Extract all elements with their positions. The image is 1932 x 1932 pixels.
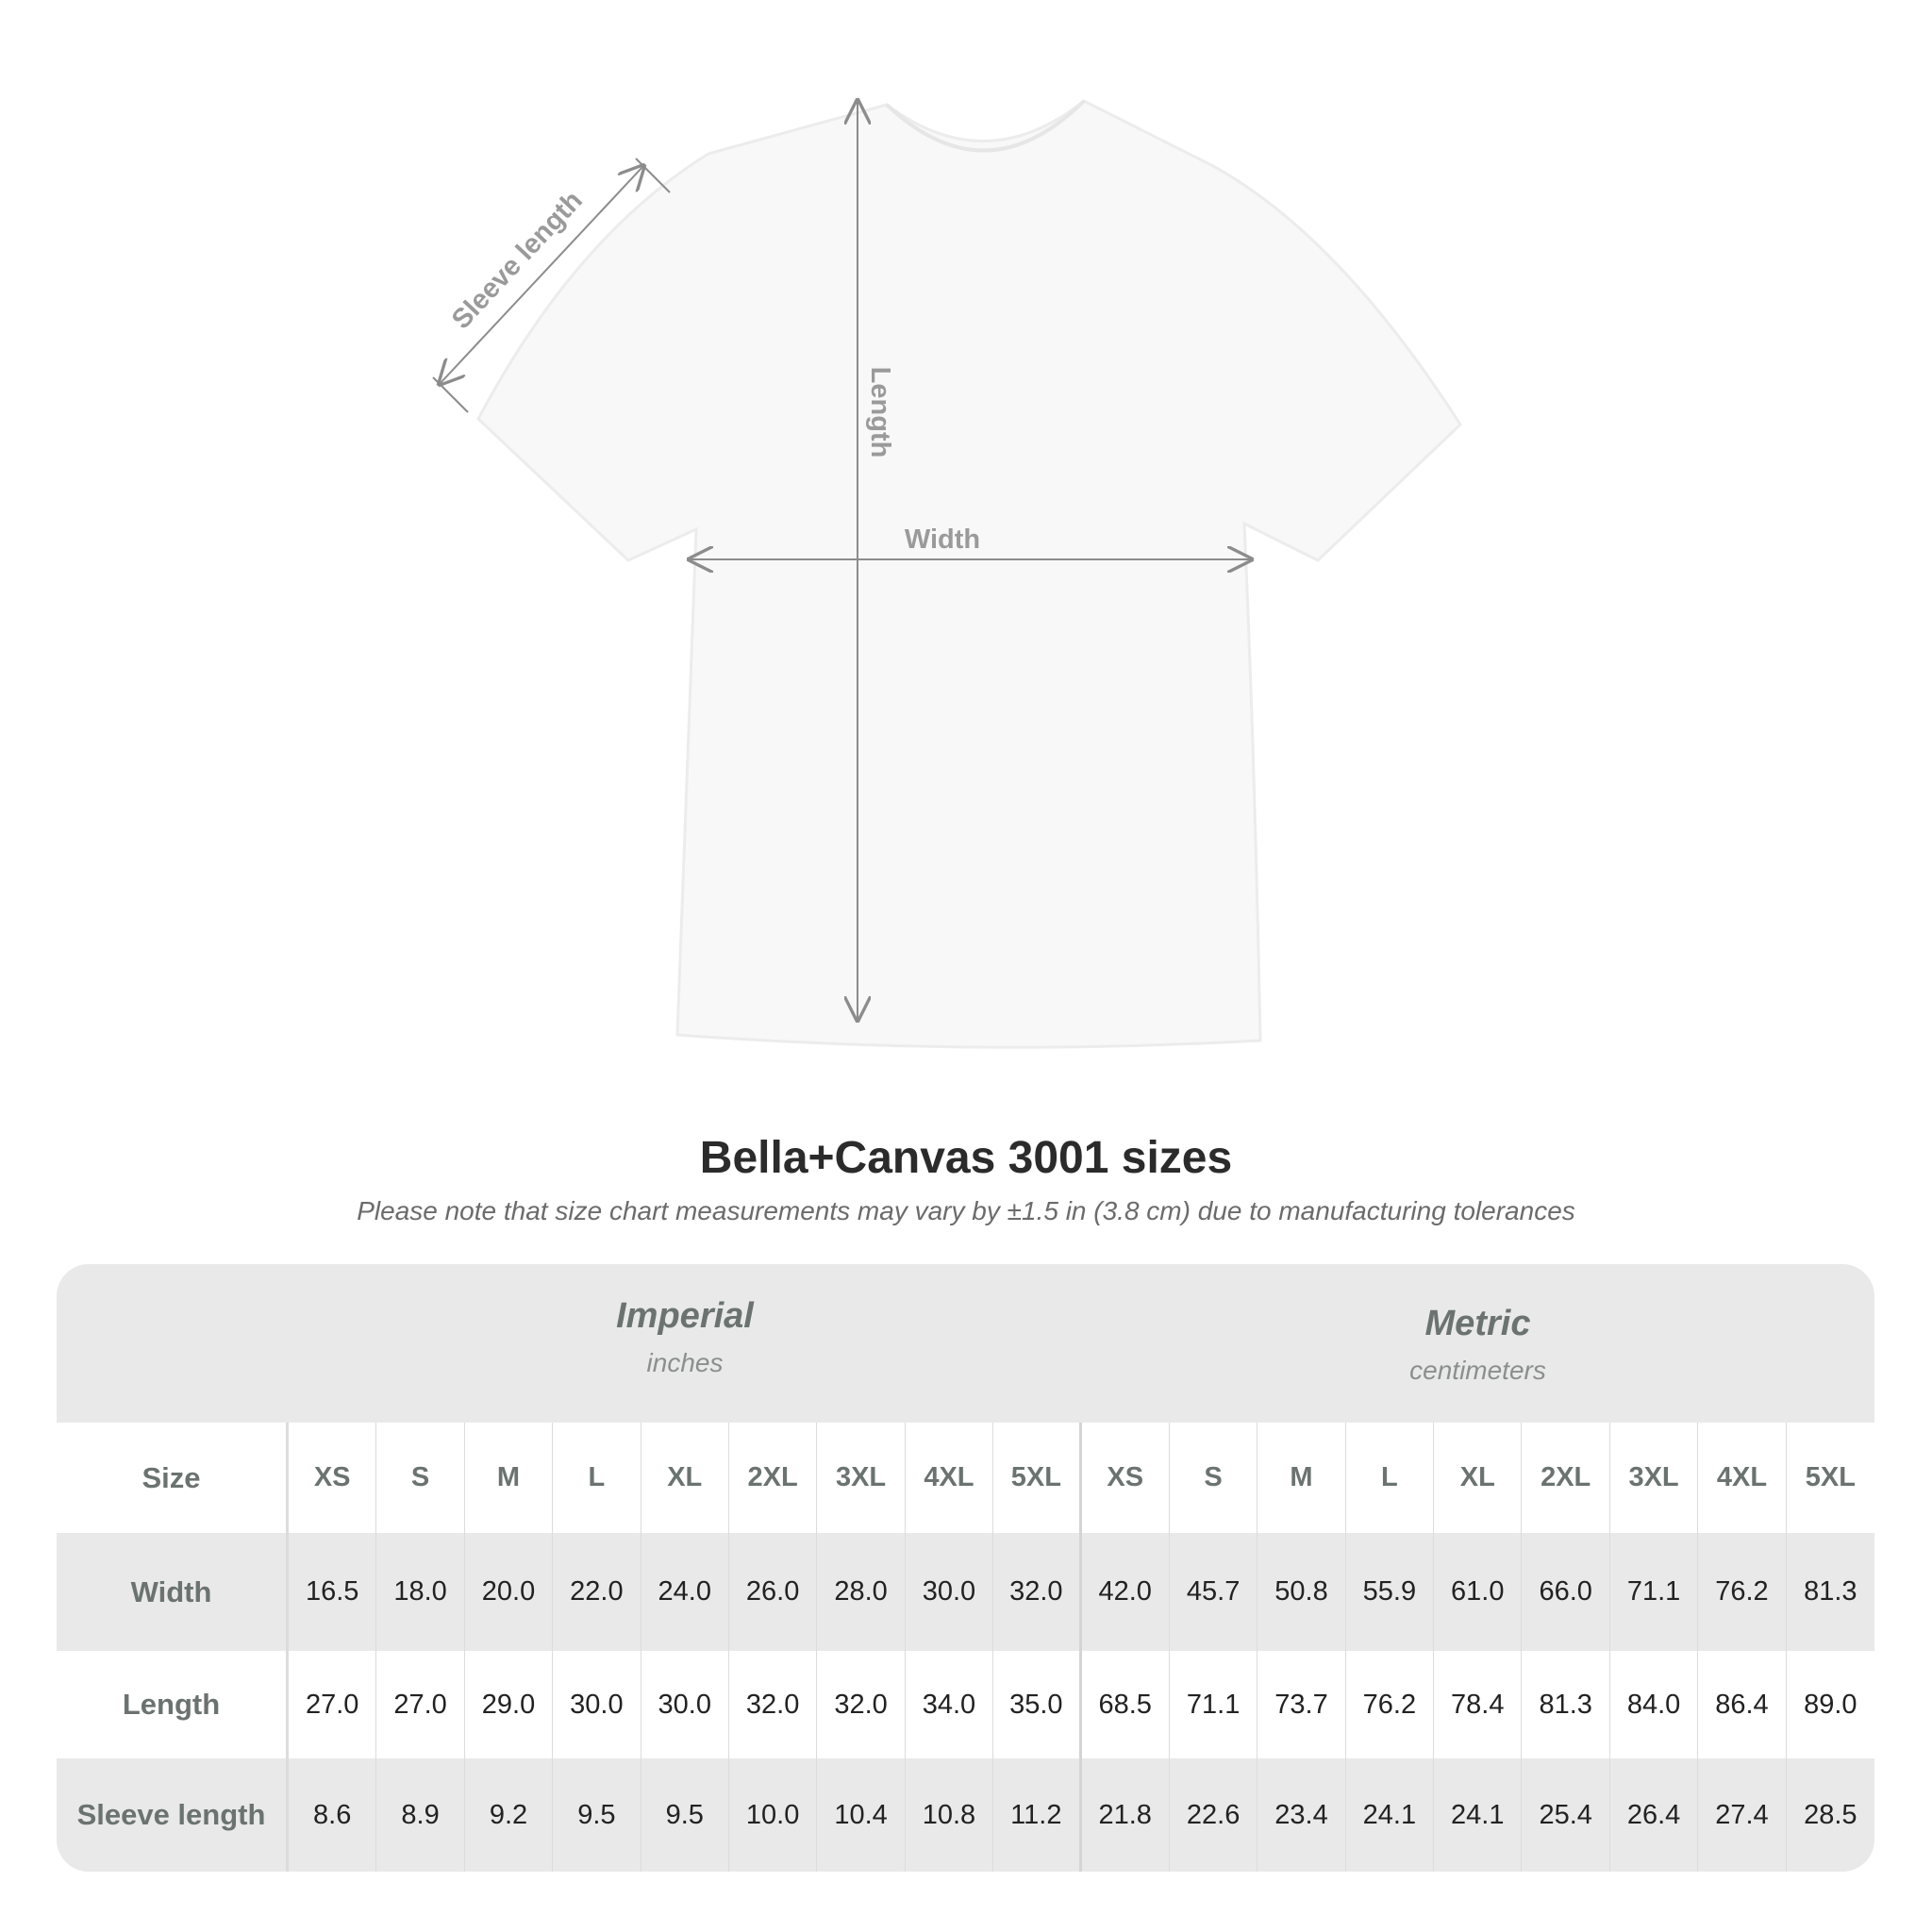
size-header-imperial: S bbox=[376, 1423, 465, 1533]
size-header-imperial: M bbox=[465, 1423, 554, 1533]
table-cell: 30.0 bbox=[641, 1651, 729, 1758]
size-grid: Size XS S M L XL 2XL 3XL 4XL 5XL XS S M L XL 2XL 3XL 4XL 5… bbox=[57, 1423, 1874, 1872]
size-header-metric: M bbox=[1257, 1423, 1346, 1533]
table-row: Length 27.0 27.0 29.0 30.0 30.0 32.0 32.0 34.0 35… bbox=[57, 1651, 1874, 1758]
size-header-imperial: XS bbox=[289, 1423, 377, 1533]
table-cell: 24.0 bbox=[641, 1533, 729, 1651]
table-row: Sleeve length 8.6 8.9 9.2 9.5 9.5 10.0 10.4 10.8… bbox=[57, 1758, 1874, 1872]
table-cell: 28.5 bbox=[1804, 1799, 1857, 1830]
table-cell: 89.0 bbox=[1804, 1689, 1857, 1720]
table-cell: 27.4 bbox=[1698, 1758, 1787, 1872]
table-cell: 24.1 bbox=[1434, 1758, 1523, 1872]
table-cell: 34.0 bbox=[906, 1651, 994, 1758]
size-header-metric: 4XL bbox=[1698, 1423, 1787, 1533]
table-cell: 10.0 bbox=[729, 1758, 818, 1872]
table-cell: 9.5 bbox=[553, 1758, 641, 1872]
tolerance-note: Please note that size chart measurements… bbox=[357, 1196, 1575, 1225]
table-cell: 32.0 bbox=[729, 1651, 818, 1758]
table-cell: 21.8 bbox=[1082, 1758, 1170, 1872]
table-cell: 78.4 bbox=[1434, 1651, 1523, 1758]
table-cell: 86.4 bbox=[1698, 1651, 1787, 1758]
metric-unit: centimeters bbox=[1409, 1356, 1546, 1385]
table-cell: 35.0 bbox=[993, 1651, 1082, 1758]
size-header-imperial: 2XL bbox=[729, 1423, 818, 1533]
table-cell: 10.4 bbox=[817, 1758, 906, 1872]
row-label: Length bbox=[57, 1651, 289, 1758]
length-label: Length bbox=[865, 367, 895, 458]
row-label: Sleeve length bbox=[57, 1758, 289, 1872]
table-cell: 84.0 bbox=[1610, 1651, 1699, 1758]
size-header-imperial: 3XL bbox=[817, 1423, 906, 1533]
imperial-header: Imperial inches bbox=[289, 1264, 1081, 1455]
table-cell: 20.0 bbox=[465, 1533, 554, 1651]
table-cell: 76.2 bbox=[1346, 1651, 1435, 1758]
table-cell: 22.6 bbox=[1170, 1758, 1258, 1872]
size-header-metric: 3XL bbox=[1610, 1423, 1699, 1533]
size-header-row: Size XS S M L XL 2XL 3XL 4XL 5XL XS S M L XL 2XL 3XL 4XL 5… bbox=[57, 1423, 1874, 1533]
table-cell: 16.5 bbox=[289, 1533, 377, 1651]
imperial-unit: inches bbox=[646, 1348, 724, 1377]
table-cell: 32.0 bbox=[817, 1651, 906, 1758]
table-cell: 66.0 bbox=[1522, 1533, 1610, 1651]
table-row: Width 16.5 18.0 20.0 22.0 24.0 26.0 28.0 30.0 32.… bbox=[57, 1533, 1874, 1651]
table-cell: 76.2 bbox=[1698, 1533, 1787, 1651]
size-header-metric: XL bbox=[1434, 1423, 1523, 1533]
table-cell: 18.0 bbox=[376, 1533, 465, 1651]
metric-header: Metric centimeters bbox=[1081, 1264, 1874, 1462]
table-cell: 68.5 bbox=[1082, 1651, 1170, 1758]
size-label: Size bbox=[57, 1423, 289, 1533]
size-header-metric: 2XL bbox=[1522, 1423, 1610, 1533]
size-header-metric: 5XL bbox=[1805, 1462, 1856, 1492]
size-header-imperial: XL bbox=[641, 1423, 729, 1533]
table-cell: 9.2 bbox=[465, 1758, 554, 1872]
table-cell: 50.8 bbox=[1257, 1533, 1346, 1651]
table-cell: 8.6 bbox=[289, 1758, 377, 1872]
table-cell: 26.0 bbox=[729, 1533, 818, 1651]
size-header-metric: S bbox=[1170, 1423, 1258, 1533]
table-cell: 30.0 bbox=[553, 1651, 641, 1758]
table-cell: 29.0 bbox=[465, 1651, 554, 1758]
table-cell: 55.9 bbox=[1346, 1533, 1435, 1651]
table-cell: 32.0 bbox=[993, 1533, 1082, 1651]
page-title: Bella+Canvas 3001 sizes bbox=[699, 1133, 1233, 1183]
table-cell: 71.1 bbox=[1170, 1651, 1258, 1758]
table-cell: 81.3 bbox=[1522, 1651, 1610, 1758]
table-cell: 73.7 bbox=[1257, 1651, 1346, 1758]
sleeve-arrow bbox=[440, 166, 643, 384]
table-cell: 27.0 bbox=[376, 1651, 465, 1758]
table-cell: 11.2 bbox=[993, 1758, 1082, 1872]
table-cell: 28.0 bbox=[817, 1533, 906, 1651]
table-cell: 24.1 bbox=[1346, 1758, 1435, 1872]
tshirt-diagram: Sleeve length Length Width bbox=[432, 0, 1462, 1049]
table-cell: 45.7 bbox=[1170, 1533, 1258, 1651]
size-header-imperial: 5XL bbox=[993, 1423, 1082, 1533]
table-cell: 25.4 bbox=[1522, 1758, 1610, 1872]
table-cell: 23.4 bbox=[1257, 1758, 1346, 1872]
imperial-title: Imperial bbox=[616, 1296, 754, 1336]
table-cell: 30.0 bbox=[906, 1533, 994, 1651]
size-header-imperial: L bbox=[553, 1423, 641, 1533]
table-cell: 61.0 bbox=[1434, 1533, 1523, 1651]
table-cell: 42.0 bbox=[1082, 1533, 1170, 1651]
width-label: Width bbox=[905, 525, 980, 555]
row-label: Width bbox=[57, 1533, 289, 1651]
size-header-metric: L bbox=[1346, 1423, 1435, 1533]
metric-title: Metric bbox=[1424, 1304, 1531, 1343]
table-cell: 10.8 bbox=[906, 1758, 994, 1872]
tshirt-image bbox=[476, 99, 1462, 1049]
table-cell: 22.0 bbox=[553, 1533, 641, 1651]
table-cell: 9.5 bbox=[641, 1758, 729, 1872]
size-header-metric: XS bbox=[1082, 1423, 1170, 1533]
table-cell: 26.4 bbox=[1610, 1758, 1699, 1872]
size-table: Imperial inches Metric centimeters Size X… bbox=[57, 1264, 1874, 1872]
size-header-imperial: 4XL bbox=[906, 1423, 994, 1533]
table-cell: 27.0 bbox=[289, 1651, 377, 1758]
table-cell: 81.3 bbox=[1804, 1576, 1857, 1607]
table-cell: 8.9 bbox=[376, 1758, 465, 1872]
table-cell: 71.1 bbox=[1610, 1533, 1699, 1651]
